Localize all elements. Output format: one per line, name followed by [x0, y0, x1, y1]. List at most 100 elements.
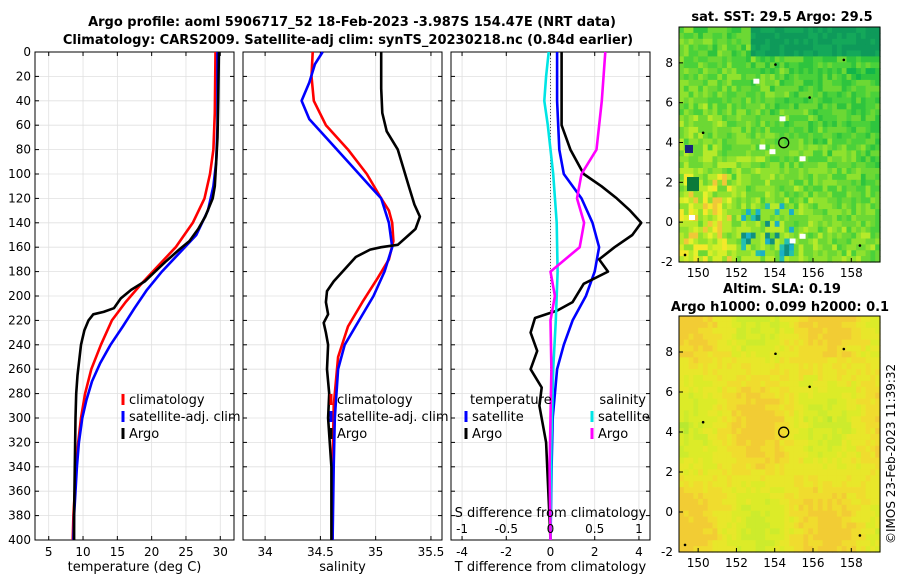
map-cell — [803, 173, 809, 181]
map-cell — [746, 85, 752, 93]
map-cell — [736, 434, 742, 441]
map-cell — [851, 463, 857, 470]
map-cell — [769, 540, 776, 547]
map-cell — [870, 103, 876, 110]
map-cell — [808, 333, 814, 341]
map-cell — [755, 220, 761, 228]
map-cell — [750, 439, 757, 447]
map-cell — [760, 203, 766, 210]
map-cell — [817, 528, 824, 535]
map-cell — [755, 185, 761, 193]
map-cell — [789, 232, 795, 240]
map-cell — [832, 469, 838, 476]
map-cell — [774, 327, 781, 335]
map-cell — [731, 109, 737, 116]
map-cell — [731, 238, 737, 245]
temp-legend-label: Argo — [129, 427, 159, 442]
depth-tick-label: 40 — [16, 94, 31, 108]
map-cell — [760, 510, 766, 518]
map-cell — [717, 510, 723, 518]
map-cell — [803, 256, 809, 263]
map-cell — [875, 363, 881, 370]
map-cell — [856, 457, 862, 465]
map-cell — [813, 74, 819, 81]
map-cell — [836, 463, 843, 470]
map-cell — [683, 339, 690, 347]
map-cell — [736, 179, 742, 187]
map-cell — [679, 434, 685, 441]
map-cell — [746, 109, 752, 116]
map-cell — [784, 138, 790, 146]
map-cell — [832, 173, 838, 181]
map-cell — [841, 150, 848, 157]
map-cell — [860, 316, 867, 323]
map-cell — [832, 504, 838, 512]
map-cell — [784, 250, 790, 257]
map-cell — [875, 144, 881, 151]
map-cell — [789, 363, 795, 370]
map-cell — [846, 380, 852, 388]
map-cell — [870, 232, 876, 240]
map-cell — [769, 215, 776, 222]
map-cell — [841, 50, 848, 57]
map-cell — [755, 416, 761, 423]
map-cell — [679, 232, 685, 240]
map-cell — [798, 540, 804, 547]
map-cell — [760, 516, 766, 524]
map-cell — [779, 150, 785, 157]
map-cell — [779, 404, 785, 411]
map-cell — [817, 363, 824, 370]
map-cell — [746, 132, 752, 140]
map-cell — [822, 68, 828, 75]
map-cell — [760, 244, 766, 251]
map-cell — [865, 226, 871, 234]
map-cell — [741, 540, 747, 547]
map-cell — [707, 162, 714, 169]
map-cell — [760, 333, 766, 341]
map-cell — [765, 168, 771, 175]
map-cell — [875, 126, 881, 134]
map-cell — [841, 392, 848, 400]
map-cell — [813, 126, 819, 134]
map-cell — [688, 316, 694, 323]
map-cell — [793, 363, 800, 370]
map-cell — [846, 528, 852, 535]
map-cell — [846, 357, 852, 364]
map-cell — [726, 162, 733, 169]
map-cell — [698, 422, 704, 429]
map-cell — [698, 439, 704, 447]
map-cell — [793, 215, 800, 222]
map-cell — [731, 345, 737, 352]
map-cell — [717, 68, 723, 75]
sst-map-xtick-label: 158 — [840, 266, 863, 280]
map-cell — [702, 339, 709, 347]
map-cell — [726, 434, 733, 441]
map-cell — [832, 238, 838, 245]
map-cell — [822, 256, 828, 263]
map-cell — [679, 121, 685, 128]
map-cell — [693, 50, 699, 57]
map-cell — [760, 138, 766, 146]
map-cell — [836, 516, 843, 524]
map-cell — [832, 510, 838, 518]
map-cell — [779, 422, 785, 429]
map-cell — [755, 68, 761, 75]
map-cell — [736, 445, 742, 453]
map-cell — [769, 79, 776, 87]
map-cell — [841, 44, 848, 52]
diff-series-salinity-satellite — [542, 51, 559, 541]
map-cell — [875, 410, 881, 417]
map-cell — [851, 85, 857, 93]
map-cell — [784, 85, 790, 93]
map-cell — [731, 179, 737, 187]
map-cell — [789, 32, 795, 40]
map-cell — [808, 250, 814, 257]
map-cell — [717, 516, 723, 524]
map-cell — [808, 351, 814, 358]
map-cell — [846, 434, 852, 441]
map-cell — [731, 522, 737, 529]
map-cell — [693, 256, 699, 263]
map-cell — [741, 126, 747, 134]
map-cell — [693, 498, 699, 506]
map-cell — [769, 351, 776, 358]
